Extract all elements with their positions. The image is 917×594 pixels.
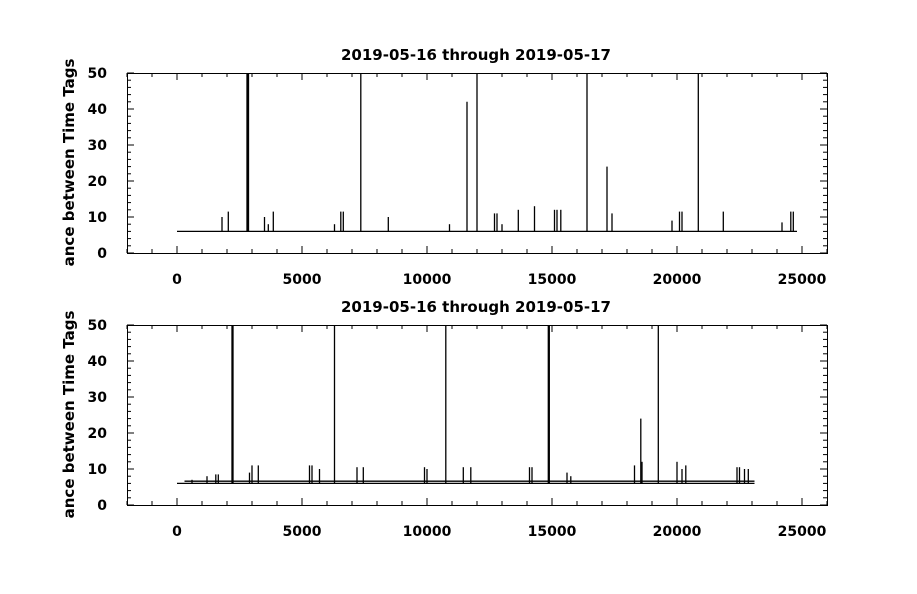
bottom-y-tick-label: 40 — [88, 354, 108, 370]
top-y-tick-label: 50 — [88, 66, 108, 82]
bottom-x-tick-label: 15000 — [528, 524, 577, 540]
top-x-tick-label: 25000 — [778, 272, 827, 288]
bottom-ticks: 0 5000 10000 15000 20000 25000 0 10 20 30 40 50 — [88, 318, 828, 540]
top-y-tick-label: 40 — [88, 102, 108, 118]
bottom-y-tick-label: 50 — [88, 318, 108, 334]
top-x-tick-label: 15000 — [528, 272, 577, 288]
bottom-panel: 2019-05-16 through 2019-05-17 ance betwe… — [60, 298, 828, 540]
top-y-tick-label: 10 — [88, 210, 108, 226]
bottom-x-tick-label: 20000 — [653, 524, 702, 540]
top-y-axis-label: ance between Time Tags — [60, 59, 78, 267]
bottom-x-tick-label: 5000 — [283, 524, 322, 540]
bottom-y-tick-label: 30 — [88, 390, 108, 406]
top-y-tick-label: 0 — [97, 246, 107, 262]
top-ticks: 0 5000 10000 15000 20000 25000 0 10 20 30 40 50 — [88, 66, 828, 288]
top-panel: 2019-05-16 through 2019-05-17 ance betwe… — [60, 46, 828, 288]
bottom-x-tick-label: 25000 — [778, 524, 827, 540]
top-y-tick-label: 30 — [88, 138, 108, 154]
top-x-tick-label: 10000 — [403, 272, 452, 288]
bottom-series — [177, 325, 755, 485]
top-x-tick-label: 5000 — [283, 272, 322, 288]
bottom-y-axis-label: ance between Time Tags — [60, 311, 78, 519]
top-chart-title: 2019-05-16 through 2019-05-17 — [341, 46, 611, 64]
bottom-chart-title: 2019-05-16 through 2019-05-17 — [341, 298, 611, 316]
bottom-y-tick-label: 10 — [88, 462, 108, 478]
top-x-tick-label: 0 — [172, 272, 182, 288]
bottom-x-tick-label: 0 — [172, 524, 182, 540]
bottom-y-tick-label: 0 — [97, 498, 107, 514]
bottom-x-tick-label: 10000 — [403, 524, 452, 540]
top-x-tick-label: 20000 — [653, 272, 702, 288]
top-y-tick-label: 20 — [88, 174, 108, 190]
bottom-y-tick-label: 20 — [88, 426, 108, 442]
top-series — [177, 73, 797, 233]
